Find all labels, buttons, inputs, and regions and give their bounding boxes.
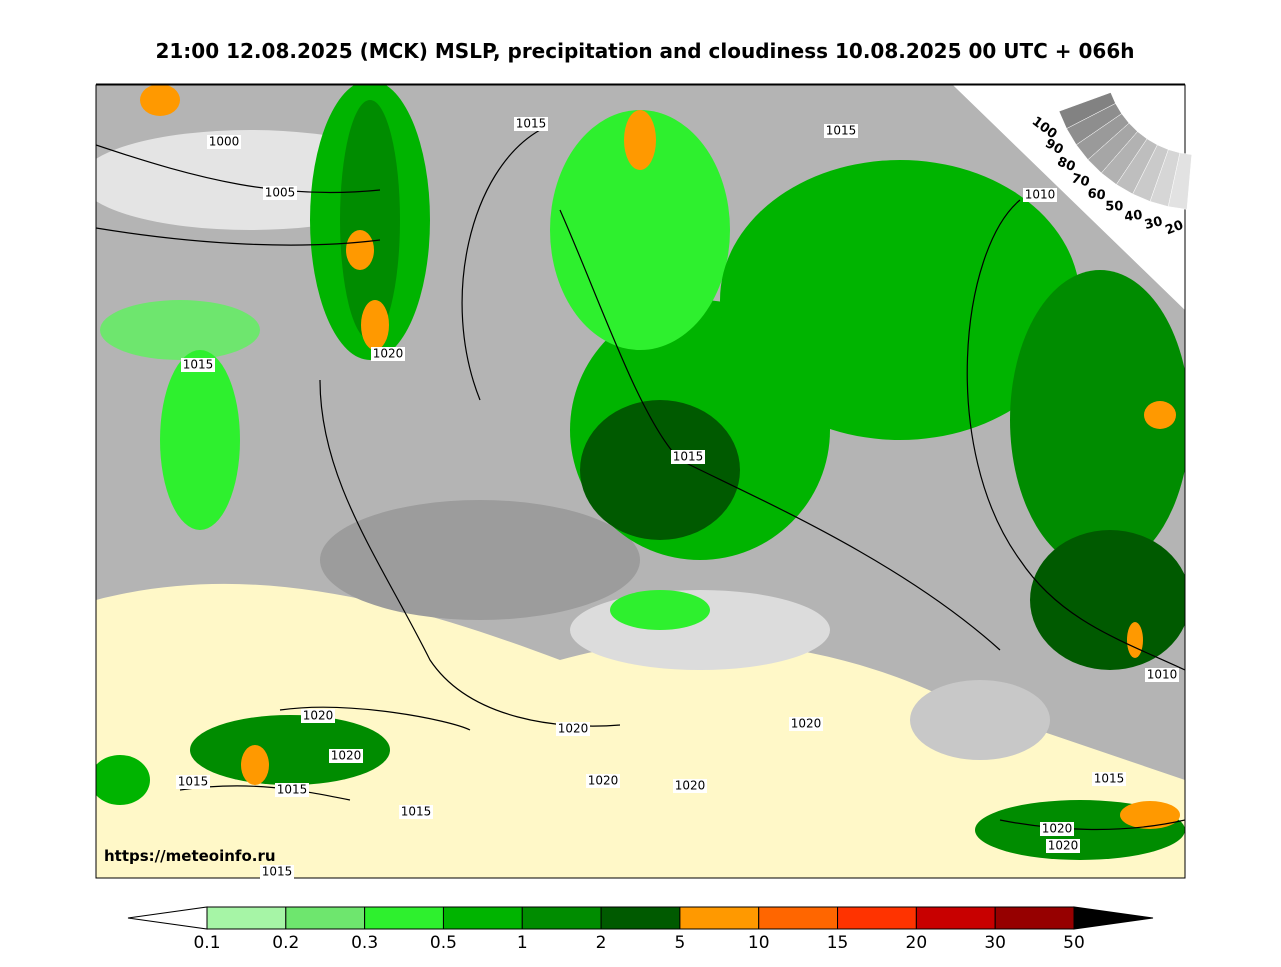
cloudiness-band [1167, 152, 1192, 210]
colorbar-segment [521, 906, 602, 930]
colorbar-tick-label: 0.5 [430, 933, 457, 953]
colorbar-segment [994, 906, 1075, 930]
colorbar-segment [364, 906, 444, 930]
cloudiness-label: 40 [1124, 208, 1144, 225]
colorbar-tick-label: 0.2 [272, 933, 299, 953]
isobar-label: 1015 [183, 358, 214, 372]
isobar-label-bg [263, 186, 297, 200]
isobar-label: 1020 [791, 717, 822, 731]
colorbar-tick-label: 10 [748, 933, 770, 953]
map-frame [95, 84, 1186, 879]
colorbar-extend-low [127, 906, 208, 930]
isobar-label-bg [301, 709, 335, 723]
isobar-label: 1015 [673, 450, 704, 464]
isobar-label-bg [399, 805, 433, 819]
isobar-label: 1015 [516, 117, 547, 131]
isobar-label-bg [1040, 822, 1074, 836]
cloudiness-label: 20 [1163, 218, 1185, 239]
isobar-label: 1015 [826, 124, 857, 138]
isobar-labels: 1000 1005 1015 1015 1010 1015 1020 1015 1010 1020… [176, 117, 1179, 879]
isobar-label-bg [176, 775, 210, 789]
isobar-label-bg [329, 749, 363, 763]
isobar-label: 1015 [262, 865, 293, 879]
colorbar-tick-label: 50 [1063, 933, 1085, 953]
isobar-label-bg [275, 783, 309, 797]
isobar-label: 1000 [209, 135, 240, 149]
isobar-label-bg [181, 358, 215, 372]
colorbar-tick-label: 30 [984, 933, 1006, 953]
isobar-label: 1010 [1147, 668, 1178, 682]
colorbar-segment [285, 906, 366, 930]
isobar-label: 1020 [331, 749, 362, 763]
cloudiness-label: 30 [1143, 214, 1164, 233]
isobar-label: 1020 [558, 722, 589, 736]
isobar-label-bg [789, 717, 823, 731]
colorbar-segment [206, 906, 287, 930]
colorbar-tick-label: 0.3 [351, 933, 378, 953]
colorbar-segment [600, 906, 681, 930]
cloudiness-label: 70 [1070, 171, 1091, 190]
colorbar-tick-label: 2 [596, 933, 607, 953]
isobar-label: 1010 [1025, 188, 1056, 202]
isobar-label-bg [1046, 839, 1080, 853]
colorbar-tick-label: 5 [674, 933, 685, 953]
isobar-label: 1020 [1042, 822, 1073, 836]
isobar-label-bg [1023, 188, 1057, 202]
isobar-label-bg [671, 450, 705, 464]
isobar-label: 1020 [373, 347, 404, 361]
colorbar-tick-label: 0.1 [193, 933, 220, 953]
isobar-label-bg [556, 722, 590, 736]
isobar-label-bg [1145, 668, 1179, 682]
isobar-label: 1015 [277, 783, 308, 797]
colorbar-segment [442, 906, 523, 930]
isobar-label-bg [514, 117, 548, 131]
cloudiness-label: 80 [1055, 154, 1077, 175]
colorbar-extend-high [1073, 906, 1154, 930]
isobar-label: 1015 [401, 805, 432, 819]
isobar-label-bg [586, 774, 620, 788]
colorbar-tick-label: 15 [827, 933, 849, 953]
isobar-label-bg [371, 347, 405, 361]
isobar-label: 1005 [265, 186, 296, 200]
cloudiness-label: 50 [1105, 199, 1123, 214]
source-url: https://meteoinfo.ru [104, 847, 276, 865]
title: 21:00 12.08.2025 (MCK) MSLP, precipitati… [155, 39, 1134, 63]
precipitation-colorbar: 0.1 0.2 0.3 0.5 1 2 5 10 15 20 30 50 [127, 906, 1154, 953]
isobar-label-bg [260, 865, 294, 879]
isobar-label: 1015 [1094, 772, 1125, 786]
colorbar-segment [679, 906, 760, 930]
isobar-label-bg [207, 135, 241, 149]
map-field [96, 85, 1185, 878]
colorbar-segment [758, 906, 839, 930]
colorbar-segment [837, 906, 917, 930]
isobar-label-bg [1092, 772, 1126, 786]
colorbar-tick-label: 1 [517, 933, 528, 953]
isobar-label-bg [673, 779, 707, 793]
isobar-label: 1020 [588, 774, 619, 788]
isobar-label: 1015 [178, 775, 209, 789]
isobar-label: 1020 [1048, 839, 1079, 853]
isobar-label-bg [824, 124, 858, 138]
isobar-label: 1020 [303, 709, 334, 723]
isobar-label: 1020 [675, 779, 706, 793]
colorbar-tick-label: 20 [906, 933, 928, 953]
colorbar-segment [915, 906, 996, 930]
cloudiness-label: 60 [1087, 186, 1107, 203]
